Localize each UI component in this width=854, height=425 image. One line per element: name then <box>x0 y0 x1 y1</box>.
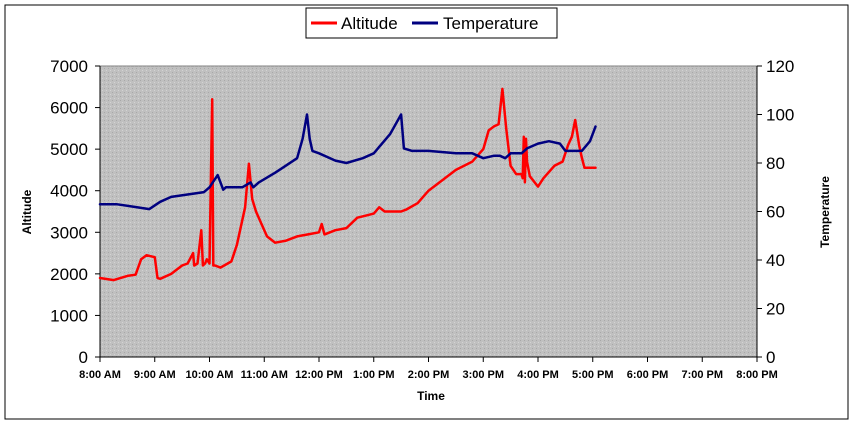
x-tick-label: 8:00 PM <box>736 369 778 381</box>
y-tick-right-label: 40 <box>766 251 785 270</box>
x-axis-title: Time <box>417 389 445 403</box>
y-axis-right-title: Temperature <box>818 176 832 248</box>
x-tick-label: 10:00 AM <box>186 369 234 381</box>
x-tick-label: 6:00 PM <box>627 369 669 381</box>
legend-label-altitude: Altitude <box>341 14 398 33</box>
x-tick-label: 7:00 PM <box>681 369 723 381</box>
series-layer <box>98 87 597 282</box>
y-tick-left-label: 7000 <box>50 57 88 76</box>
x-tick-label: 3:00 PM <box>462 369 504 381</box>
x-tick-label: 8:00 AM <box>79 369 121 381</box>
x-tick-label: 12:00 PM <box>295 369 343 381</box>
series-line-temperature <box>98 113 597 211</box>
y-tick-left-label: 2000 <box>50 265 88 284</box>
x-tick-label: 11:00 AM <box>241 369 288 381</box>
y-tick-right-label: 120 <box>766 57 794 76</box>
x-tick-label: 5:00 PM <box>572 369 614 381</box>
y-tick-right-label: 80 <box>766 154 785 173</box>
y-tick-left-label: 0 <box>79 348 88 367</box>
x-axis: 8:00 AM 9:00 AM 10:00 AM 11:00 AM 12:00 PM 1:… <box>79 356 778 381</box>
y-tick-right-label: 100 <box>766 106 794 125</box>
x-tick-label: 4:00 PM <box>517 369 559 381</box>
y-tick-left-label: 3000 <box>50 223 88 242</box>
x-tick-label: 1:00 PM <box>353 369 395 381</box>
y-tick-left-label: 5000 <box>50 140 88 159</box>
legend: Altitude Temperature <box>305 7 558 39</box>
plot-area <box>99 65 758 358</box>
y-axis-left-title: Altitude <box>20 189 34 234</box>
y-tick-right-label: 60 <box>766 203 785 222</box>
y-tick-left-label: 1000 <box>50 306 88 325</box>
y-tick-left-label: 6000 <box>50 99 88 118</box>
y-tick-right-label: 20 <box>766 300 785 319</box>
y-tick-left-label: 4000 <box>50 182 88 201</box>
legend-label-temperature: Temperature <box>443 14 538 33</box>
y-axis-left: 0 1000 2000 3000 4000 5000 6000 7000 <box>50 57 101 367</box>
x-tick-label: 2:00 PM <box>408 369 450 381</box>
y-tick-right-label: 0 <box>766 348 775 367</box>
series-line-altitude <box>98 87 597 282</box>
y-axis-right: 0 20 40 60 80 100 120 <box>756 57 794 367</box>
x-tick-label: 9:00 AM <box>134 369 176 381</box>
